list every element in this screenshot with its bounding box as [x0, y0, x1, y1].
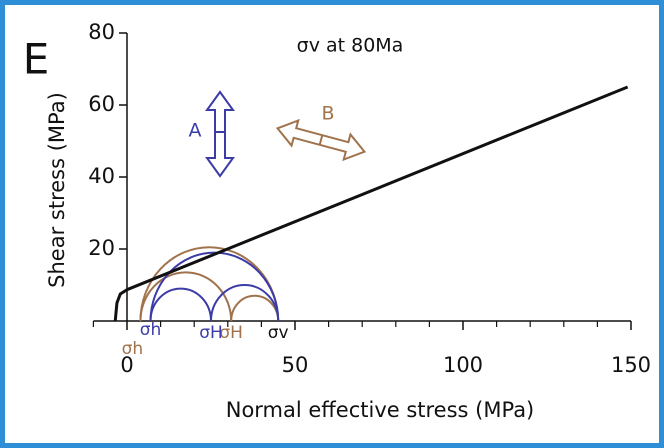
y-tick-label: 60 [88, 92, 115, 116]
y-tick-label: 40 [88, 164, 115, 188]
x-tick-label: 150 [611, 353, 651, 377]
y-axis-label: Shear stress (MPa) [45, 92, 69, 288]
x-tick-label: 0 [120, 353, 133, 377]
y-tick-label: 80 [88, 20, 115, 44]
chart-title: σv at 80Ma [297, 35, 404, 57]
mohr-circle [149, 287, 212, 322]
annotation-b: B [321, 103, 334, 125]
y-tick-label: 20 [88, 236, 115, 260]
mohr-circle [210, 284, 280, 322]
annotation-a: A [189, 120, 202, 142]
x-axis-label: Normal effective stress (MPa) [226, 398, 535, 422]
x-tick-label: 50 [282, 353, 309, 377]
sigma-h-label: σh [122, 339, 144, 359]
sigma-h-label: σh [140, 320, 162, 340]
mohr-circle [149, 251, 280, 322]
mohr-circle [139, 271, 233, 322]
x-tick-label: 100 [443, 353, 483, 377]
arrow-b [275, 118, 367, 162]
sigma-H-label: σH [219, 323, 243, 343]
sigma-v-label: σv [268, 323, 289, 343]
arrow-a [205, 90, 235, 178]
failure-envelope [113, 85, 629, 322]
panel-label: E [23, 35, 50, 84]
sigma-H-label: σH [199, 323, 223, 343]
